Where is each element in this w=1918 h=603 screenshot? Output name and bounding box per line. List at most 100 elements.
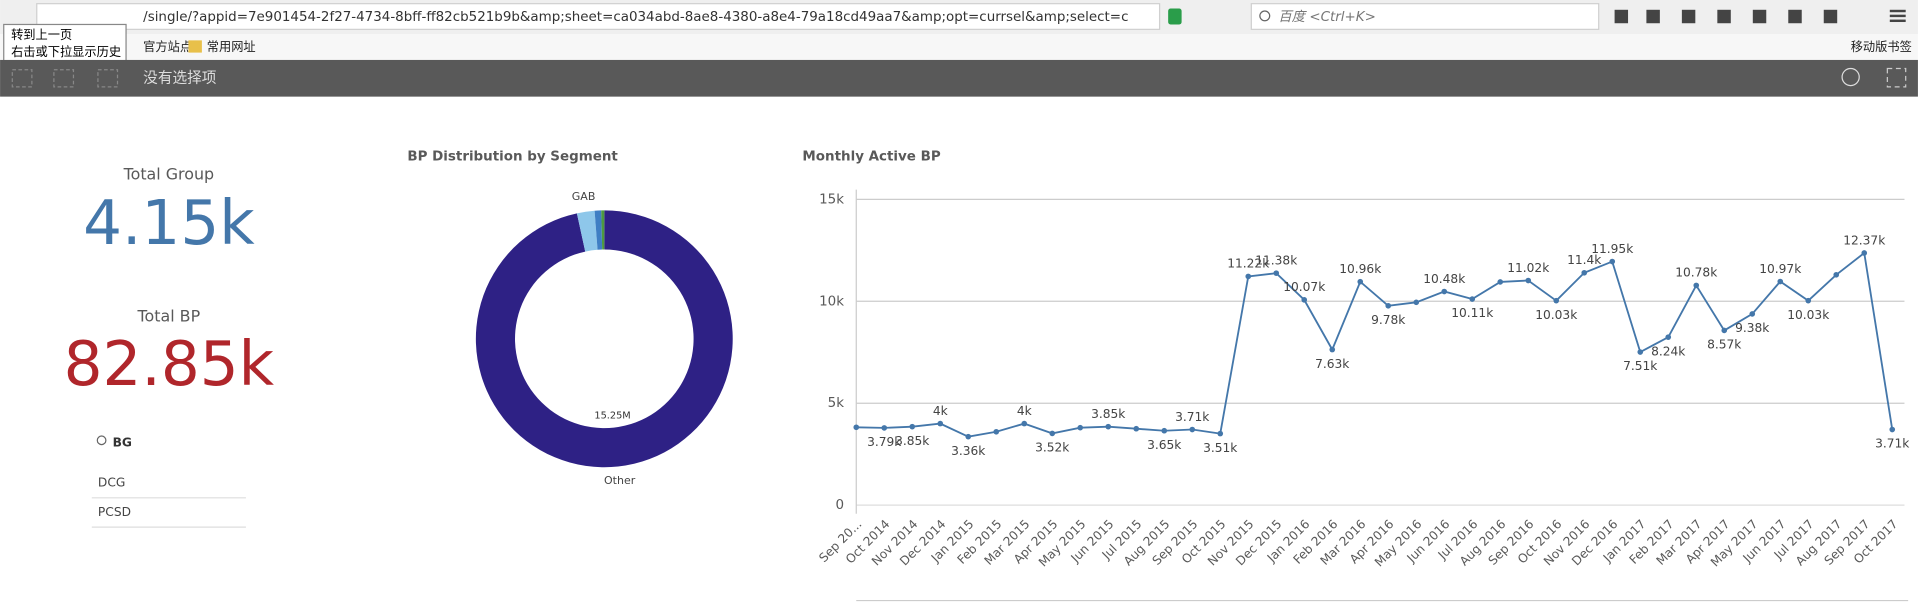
pie-slice xyxy=(594,210,603,250)
icon[interactable] xyxy=(1752,9,1767,24)
point xyxy=(965,433,972,440)
line xyxy=(856,251,1894,438)
bookmark[interactable]: 官方站点 xyxy=(143,39,192,54)
filter-item[interactable]: DCG xyxy=(98,476,125,490)
point xyxy=(1189,426,1196,433)
selections-text: 没有选择项 xyxy=(143,69,217,86)
point xyxy=(1721,327,1728,334)
y-tick-label: 5k xyxy=(828,396,845,411)
bookmark-bar xyxy=(0,34,1918,60)
data-label: 8.57k xyxy=(1707,338,1742,352)
point xyxy=(1021,420,1028,427)
data-label: 11.38k xyxy=(1255,253,1298,267)
folder-icon xyxy=(188,40,202,53)
mobile-bookmarks[interactable]: 移动版书签 xyxy=(1851,39,1912,54)
chart-title: BP Distribution by Segment xyxy=(407,150,618,165)
menu-icon[interactable] xyxy=(1889,14,1906,18)
data-label: 12.37k xyxy=(1843,233,1886,247)
data-label: 4k xyxy=(1017,404,1033,418)
icon[interactable] xyxy=(1823,9,1838,24)
point xyxy=(1161,427,1168,434)
point xyxy=(1581,269,1588,276)
point xyxy=(1133,425,1140,432)
pie-slice xyxy=(576,210,598,252)
point xyxy=(1441,288,1448,295)
point xyxy=(1805,297,1812,304)
data-label: 10.96k xyxy=(1339,262,1382,276)
data-label: 3.65k xyxy=(1147,438,1182,452)
data-label: 4k xyxy=(933,404,949,418)
point xyxy=(881,425,888,431)
data-label: 9.38k xyxy=(1735,321,1770,335)
icon[interactable] xyxy=(1614,9,1629,24)
shield-icon[interactable] xyxy=(1168,8,1182,25)
menu-icon[interactable] xyxy=(1889,19,1906,23)
tooltip xyxy=(3,23,127,62)
point xyxy=(1273,270,1280,276)
selection-tools[interactable] xyxy=(11,67,1907,88)
point xyxy=(1777,278,1784,285)
search-placeholder[interactable]: 百度 <Ctrl+K> xyxy=(1278,9,1376,25)
data-label: 11.4k xyxy=(1567,253,1602,267)
point xyxy=(1637,349,1644,355)
icon[interactable] xyxy=(1788,9,1802,24)
slice-label: GAB xyxy=(572,190,596,203)
data-label: 9.78k xyxy=(1371,313,1406,327)
data-label: 3.52k xyxy=(1035,441,1070,455)
url[interactable]: /single/?appid=7e901454-2f27-4734-8bff-f… xyxy=(143,10,1128,25)
point xyxy=(909,423,916,430)
kpi-value: 4.15k xyxy=(83,188,255,259)
filter-search-icon xyxy=(96,435,107,446)
data-label: 7.51k xyxy=(1623,359,1658,373)
point xyxy=(1665,334,1672,340)
point xyxy=(1861,250,1868,256)
tooltip-line: 右击或下拉显示历史 xyxy=(11,44,121,59)
point xyxy=(1413,299,1420,306)
tool-icon[interactable] xyxy=(53,69,75,88)
tool-icon[interactable] xyxy=(97,69,119,88)
y-tick-label: 15k xyxy=(819,192,844,207)
search-field[interactable] xyxy=(1250,3,1600,30)
icon[interactable] xyxy=(1681,9,1696,24)
data-label: 10.07k xyxy=(1283,280,1326,294)
url-field[interactable] xyxy=(36,3,1161,30)
point xyxy=(1217,430,1224,437)
tooltip-line: 转到上一页 xyxy=(11,27,72,42)
icon[interactable] xyxy=(1646,9,1660,24)
data-label: 10.03k xyxy=(1787,308,1830,322)
point xyxy=(1077,424,1084,431)
data-label: 3.85k xyxy=(1091,407,1126,421)
pie-slice xyxy=(601,210,605,250)
filter-search[interactable]: BG xyxy=(113,435,132,449)
toolbar-icons[interactable] xyxy=(1614,9,1906,24)
y-tick-label: 10k xyxy=(819,294,844,309)
select-tool[interactable] xyxy=(1886,67,1907,88)
search-tool[interactable] xyxy=(1841,67,1860,87)
data-label: 10.03k xyxy=(1535,308,1578,322)
data-label: 3.51k xyxy=(1203,441,1238,455)
data-label: 7.63k xyxy=(1315,357,1350,371)
point xyxy=(1693,282,1700,289)
icon[interactable] xyxy=(1717,9,1731,24)
search-icon xyxy=(1259,10,1271,22)
qlik-toolbar xyxy=(0,59,1918,97)
kpi-label: Total BP xyxy=(137,306,201,325)
point xyxy=(1889,426,1896,433)
point xyxy=(1469,296,1476,302)
menu-icon[interactable] xyxy=(1889,9,1906,13)
data-label: 11.22k xyxy=(1227,257,1270,271)
data-label: 3.79k xyxy=(867,435,902,449)
data-label: 11.95k xyxy=(1591,242,1634,256)
point xyxy=(1105,423,1112,430)
kpi-value: 82.85k xyxy=(64,329,275,400)
data-label: 3.71k xyxy=(1875,437,1910,451)
data-label: 3.85k xyxy=(895,434,930,448)
tool-icon[interactable] xyxy=(11,69,33,88)
chart-title: Monthly Active BP xyxy=(802,150,940,165)
point xyxy=(1385,302,1392,309)
filter-item[interactable]: PCSD xyxy=(98,505,131,519)
bookmark[interactable]: 常用网址 xyxy=(207,40,256,54)
data-label: 10.78k xyxy=(1675,266,1718,280)
